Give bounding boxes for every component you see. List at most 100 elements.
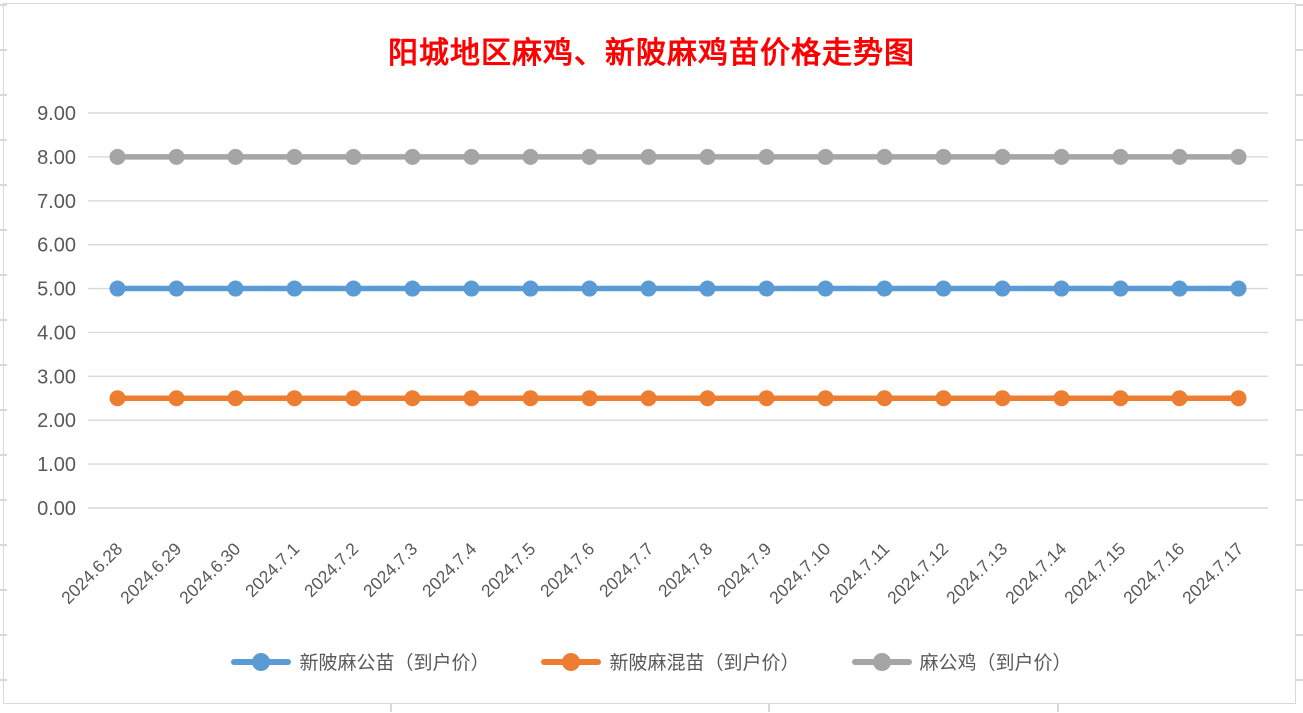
data-point-marker [1053,148,1070,165]
data-point-marker [581,390,598,407]
legend-item-0: 新陂麻公苗（到户价） [231,648,489,675]
legend-label: 新陂麻混苗（到户价） [609,653,800,674]
x-axis-label-2024.6.30: 2024.6.30 [175,539,244,608]
data-point-marker [640,148,657,165]
data-point-marker [581,280,598,297]
spreadsheet-gridline-tick [1296,364,1303,366]
y-axis-label-6.00: 6.00 [37,235,76,257]
data-point-marker [286,148,303,165]
data-point-marker [876,390,893,407]
data-point-marker [1053,390,1070,407]
y-axis-label-2.00: 2.00 [37,410,76,432]
spreadsheet-gridline-tick [1296,94,1303,96]
x-axis-label-2024.6.29: 2024.6.29 [116,539,185,608]
spreadsheet-gridline-tick [1296,499,1303,501]
spreadsheet-gridline-tick [1296,409,1303,411]
data-point-marker [640,390,657,407]
data-point-marker [1230,390,1247,407]
data-point-marker [876,280,893,297]
legend: 新陂麻公苗（到户价） 新陂麻混苗（到户价） 麻公鸡（到户价） [0,648,1303,675]
spreadsheet-gridline-tick [768,703,770,712]
data-point-marker [758,390,775,407]
data-point-marker [109,280,126,297]
data-point-marker [1112,148,1129,165]
x-axis-label-2024.7.5: 2024.7.5 [477,539,539,601]
x-axis-label-2024.7.17: 2024.7.17 [1178,539,1247,608]
spreadsheet-gridline-tick [0,679,7,681]
data-point-marker [345,390,362,407]
x-axis-label-2024.7.16: 2024.7.16 [1119,539,1188,608]
x-axis-label-2024.7.13: 2024.7.13 [942,539,1011,608]
spreadsheet-gridline-tick [0,454,7,456]
spreadsheet-gridline-tick [0,229,7,231]
legend-line-marker-icon [541,652,602,671]
spreadsheet-gridline-tick [1296,454,1303,456]
x-axis-label-2024.7.12: 2024.7.12 [883,539,952,608]
legend-item-2: 麻公鸡（到户价） [851,648,1072,675]
data-point-marker [758,148,775,165]
data-point-marker [817,390,834,407]
x-axis-label-2024.7.6: 2024.7.6 [536,539,598,601]
spreadsheet-gridline-tick [0,499,7,501]
y-axis-label-4.00: 4.00 [37,322,76,344]
spreadsheet-gridline-tick [1057,703,1059,712]
data-point-marker [109,390,126,407]
data-point-marker [1230,148,1247,165]
data-point-marker [581,148,598,165]
spreadsheet-gridline-tick [1296,139,1303,141]
data-point-marker [168,390,185,407]
data-point-marker [522,280,539,297]
spreadsheet-gridline-tick [0,544,7,546]
data-point-marker [817,148,834,165]
x-axis-label-2024.7.14: 2024.7.14 [1001,539,1070,608]
data-point-marker [463,390,480,407]
legend-label: 新陂麻公苗（到户价） [299,653,490,674]
x-axis-label-2024.7.7: 2024.7.7 [595,539,657,601]
spreadsheet-gridline-tick [390,703,392,712]
spreadsheet-gridline-tick [1296,589,1303,591]
legend-label: 麻公鸡（到户价） [919,653,1072,674]
legend-line-marker-icon [231,652,292,671]
data-point-marker [1112,390,1129,407]
x-axis-label-2024.7.2: 2024.7.2 [300,539,362,601]
data-point-marker [935,280,952,297]
x-axis-label-2024.7.4: 2024.7.4 [418,539,480,601]
data-point-marker [699,280,716,297]
chart-title: 阳城地区麻鸡、新陂麻鸡苗价格走势图 [388,37,915,70]
y-axis-label-3.00: 3.00 [37,366,76,388]
data-point-marker [404,390,421,407]
spreadsheet-gridline-tick [1296,319,1303,321]
spreadsheet-gridline-tick [0,409,7,411]
data-point-marker [404,148,421,165]
data-point-marker [286,390,303,407]
spreadsheet-gridline-tick [0,49,7,51]
data-point-marker [994,280,1011,297]
x-axis-label-2024.7.1: 2024.7.1 [241,539,303,601]
y-axis-label-9.00: 9.00 [37,103,76,125]
spreadsheet-gridline-tick [0,634,7,636]
spreadsheet-gridline-tick [0,364,7,366]
data-point-marker [758,280,775,297]
y-axis-label-5.00: 5.00 [37,279,76,301]
data-point-marker [345,148,362,165]
spreadsheet-gridline-tick [1296,49,1303,51]
data-point-marker [1171,148,1188,165]
data-point-marker [463,280,480,297]
data-point-marker [1112,280,1129,297]
spreadsheet-gridline-tick [1296,229,1303,231]
data-point-marker [876,148,893,165]
x-axis-label-2024.7.3: 2024.7.3 [359,539,421,601]
data-point-marker [935,148,952,165]
data-point-marker [286,280,303,297]
data-point-marker [168,148,185,165]
data-point-marker [699,148,716,165]
x-axis-label-2024.7.11: 2024.7.11 [825,539,893,607]
y-axis-label-8.00: 8.00 [37,147,76,169]
spreadsheet-gridline-tick [0,184,7,186]
legend-item-1: 新陂麻混苗（到户价） [541,648,800,675]
data-point-marker [994,148,1011,165]
spreadsheet-gridline-tick [0,94,7,96]
data-point-marker [168,280,185,297]
data-point-marker [404,280,421,297]
